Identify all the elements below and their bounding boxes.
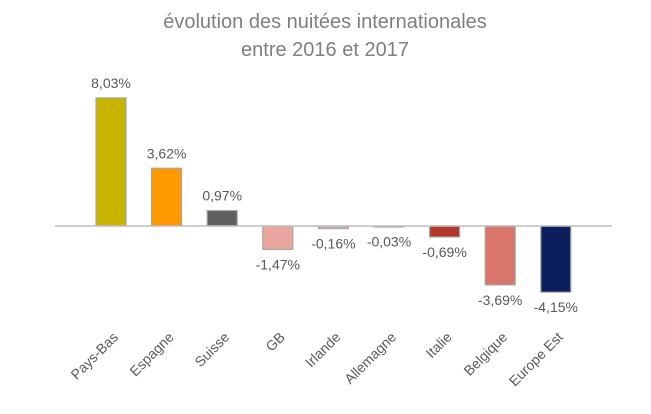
data-label: -0,16% (311, 236, 355, 252)
x-tick-label: Europe Est (506, 329, 566, 389)
x-tick-label: Belgique (460, 329, 510, 379)
chart-title: évolution des nuitées internationales (163, 11, 487, 33)
x-tick-label: Suisse (191, 329, 232, 370)
bar (262, 225, 294, 251)
chart-title: entre 2016 et 2017 (241, 39, 409, 61)
bar (484, 225, 516, 286)
data-label: 0,97% (202, 188, 242, 204)
bar (429, 225, 461, 238)
x-tick-label: GB (262, 329, 288, 355)
data-label: -0,69% (422, 244, 466, 260)
x-tick-label: Pays-Bas (67, 329, 121, 383)
bar (540, 225, 572, 293)
data-label: -1,47% (256, 256, 300, 272)
data-label: -0,03% (367, 233, 411, 249)
x-tick-label: Irlande (302, 329, 344, 371)
data-label: -3,69% (478, 292, 522, 308)
data-label: 3,62% (147, 145, 187, 161)
bar (206, 209, 238, 227)
x-tick-label: Espagne (126, 329, 177, 380)
bar (151, 167, 183, 227)
data-label: 8,03% (91, 75, 131, 91)
x-tick-label: Italie (422, 329, 454, 361)
x-tick-label: Allemagne (341, 329, 399, 387)
bar (95, 97, 127, 227)
data-label: -4,15% (534, 299, 578, 315)
